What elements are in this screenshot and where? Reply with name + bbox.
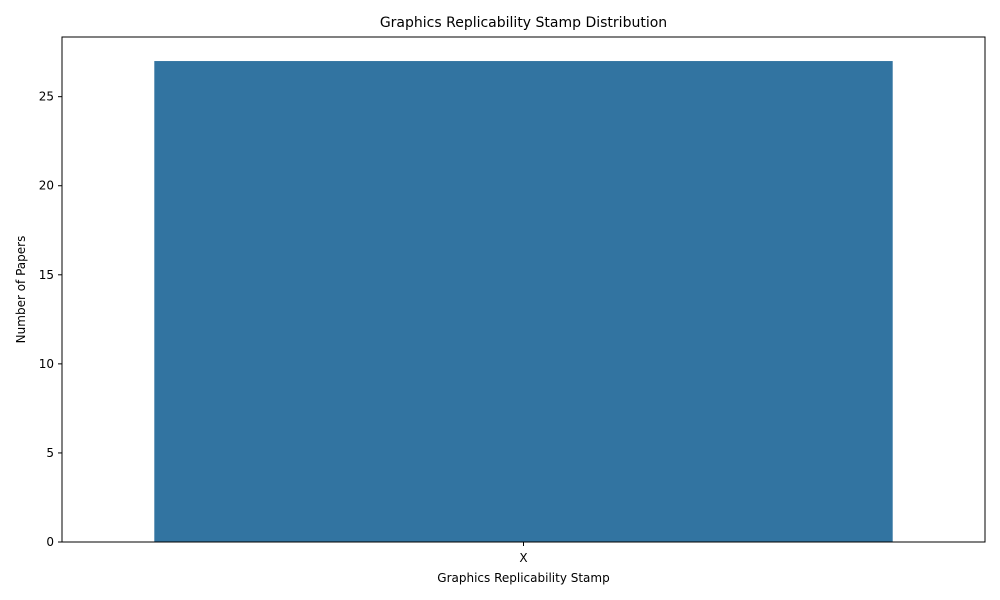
x-axis: X <box>519 542 528 565</box>
x-axis-label: Graphics Replicability Stamp <box>437 571 609 585</box>
y-axis-label: Number of Papers <box>14 236 28 344</box>
y-tick-label: 0 <box>46 535 54 549</box>
y-axis: 0 5 10 15 20 25 <box>39 90 62 549</box>
y-tick-label: 15 <box>39 268 54 282</box>
x-tick-label: X <box>519 551 527 565</box>
y-tick-label: 25 <box>39 90 54 104</box>
y-tick-label: 20 <box>39 179 54 193</box>
plot-area <box>154 61 893 543</box>
y-tick-label: 5 <box>46 446 54 460</box>
chart-title: Graphics Replicability Stamp Distributio… <box>380 15 667 31</box>
bar-x <box>154 61 893 543</box>
y-tick-label: 10 <box>39 357 54 371</box>
